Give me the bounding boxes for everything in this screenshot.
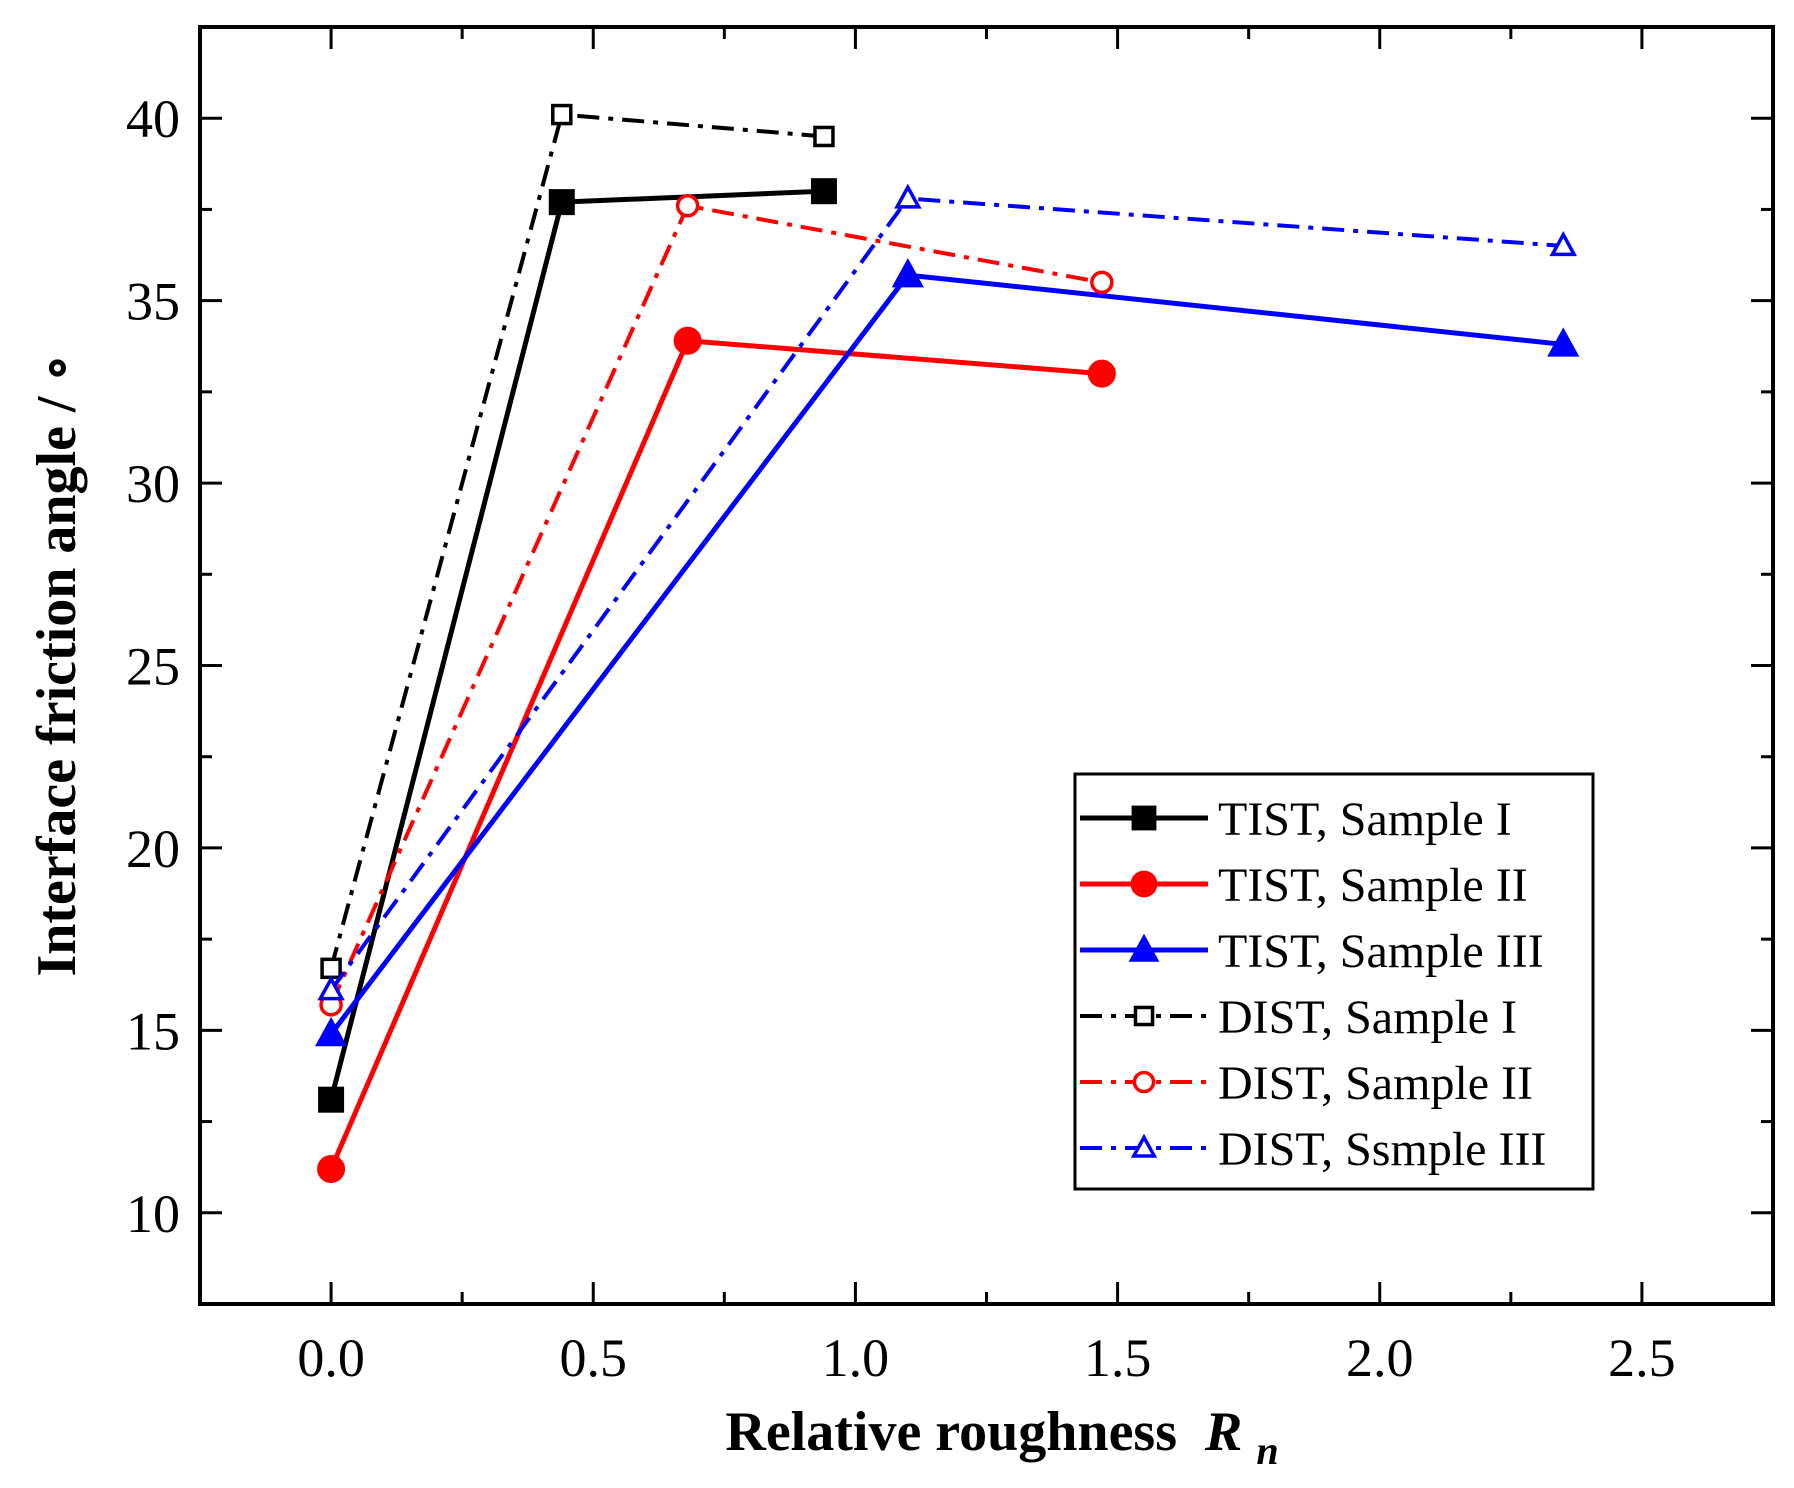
axis-ticks: 0.0 0.5 1.0 1.5 2.0 2.5 10 15 20 25 30 35 40 bbox=[126, 25, 1773, 1388]
data-point bbox=[675, 194, 700, 218]
data-point bbox=[810, 178, 837, 205]
x-tick-label: 0.5 bbox=[560, 1328, 628, 1388]
legend-marker bbox=[1130, 870, 1158, 898]
x-axis-title: Relative roughness R n bbox=[725, 1401, 1278, 1473]
series-tist-sample-ii bbox=[317, 326, 1116, 1184]
data-point bbox=[318, 1086, 345, 1113]
legend-label: TIST, Sample III bbox=[1218, 925, 1544, 978]
y-tick-label: 25 bbox=[126, 637, 180, 697]
legend-label: TIST, Sample II bbox=[1218, 859, 1528, 912]
legend-marker bbox=[1128, 933, 1160, 962]
x-tick-label: 1.0 bbox=[822, 1328, 890, 1388]
y-tick-label: 30 bbox=[126, 454, 180, 514]
legend-marker bbox=[1133, 1005, 1155, 1027]
legend-label: TIST, Sample I bbox=[1218, 793, 1512, 846]
legend-label: DIST, Sample II bbox=[1218, 1057, 1533, 1110]
data-point bbox=[891, 258, 924, 288]
legend: TIST, Sample I TIST, Sample II TIST, Sampl… bbox=[1073, 772, 1595, 1191]
y-tick-label: 15 bbox=[126, 1001, 180, 1061]
data-point bbox=[894, 183, 922, 209]
y-tick-label: 10 bbox=[126, 1184, 180, 1244]
series-dist-sample-i bbox=[320, 103, 835, 980]
data-point bbox=[551, 103, 573, 126]
legend-marker bbox=[1130, 1133, 1158, 1158]
x-tick-label: 1.5 bbox=[1084, 1328, 1152, 1388]
data-point bbox=[1090, 270, 1114, 295]
data-point bbox=[314, 1016, 348, 1047]
legend-label: DIST, Ssmple III bbox=[1218, 1123, 1546, 1176]
legend-marker bbox=[1132, 1070, 1156, 1094]
series-line bbox=[328, 338, 1103, 1170]
series-line bbox=[328, 188, 825, 1101]
data-point bbox=[673, 326, 702, 355]
legend-box bbox=[1073, 772, 1595, 1191]
data-point bbox=[813, 125, 835, 148]
y-tick-label: 20 bbox=[126, 819, 180, 879]
data-point bbox=[548, 189, 575, 216]
series-tist-sample-i bbox=[318, 178, 837, 1113]
x-tick-label: 0.0 bbox=[297, 1328, 365, 1388]
data-point bbox=[320, 957, 342, 980]
data-point bbox=[1087, 359, 1116, 388]
data-point bbox=[1547, 327, 1580, 357]
legend-marker bbox=[1131, 805, 1157, 831]
y-axis-title: Interface friction angle / ∘ bbox=[26, 353, 88, 976]
x-tick-label: 2.0 bbox=[1346, 1328, 1414, 1388]
x-axis-label: Relative roughness bbox=[725, 1401, 1177, 1463]
data-point bbox=[1549, 231, 1578, 257]
data-point bbox=[317, 1155, 346, 1184]
y-tick-label: 40 bbox=[126, 89, 180, 149]
legend-label: DIST, Sample I bbox=[1218, 991, 1517, 1044]
series-tist-sample-iii bbox=[314, 258, 1580, 1047]
y-tick-label: 35 bbox=[126, 272, 180, 332]
x-tick-label: 2.5 bbox=[1608, 1328, 1676, 1388]
x-axis-symbol: R bbox=[1204, 1401, 1242, 1463]
x-axis-subscript: n bbox=[1256, 1428, 1278, 1473]
data-point bbox=[317, 975, 345, 1001]
data-series bbox=[314, 103, 1580, 1184]
series-dist-ssmple-iii bbox=[317, 183, 1578, 1001]
